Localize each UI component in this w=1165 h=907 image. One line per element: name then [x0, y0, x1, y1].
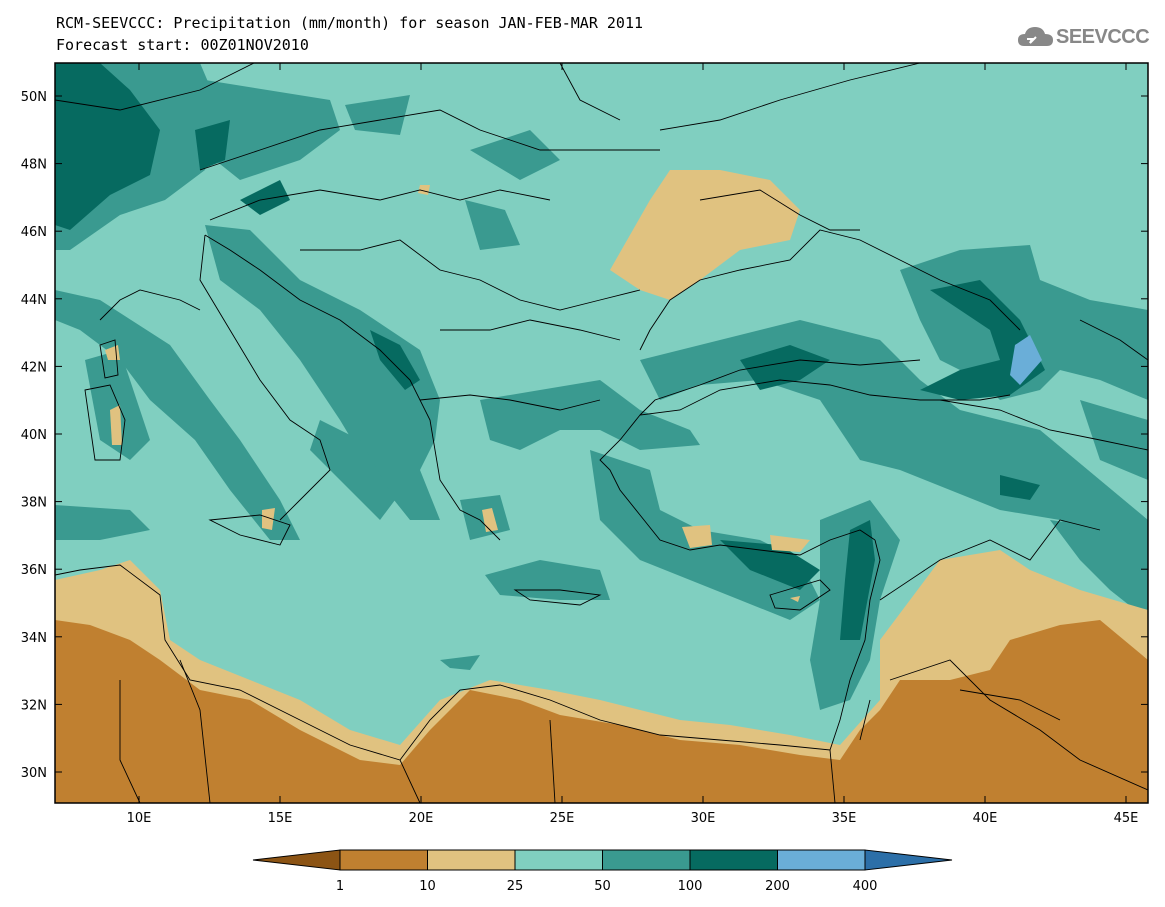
lon-tick-label: 45E [1114, 811, 1139, 826]
lon-tick-label: 35E [832, 811, 857, 826]
colorbar: 1 10 25 50 100 200 400 [252, 849, 953, 894]
colorbar-segment [689, 849, 778, 871]
lat-tick-label: 44N [21, 293, 47, 308]
colorbar-label: 10 [419, 879, 436, 894]
lon-tick-label: 20E [409, 811, 434, 826]
lat-tick-label: 42N [21, 360, 47, 375]
lat-tick-label: 32N [21, 698, 47, 713]
lat-tick-label: 40N [21, 428, 47, 443]
coastlines-borders [55, 63, 1148, 803]
colorbar-lower-extension [252, 849, 341, 871]
colorbar-label: 50 [594, 879, 611, 894]
cloud-icon [1018, 27, 1053, 46]
lat-tick-label: 38N [21, 496, 47, 511]
map-title: RCM-SEEVCCC: Precipitation (mm/month) fo… [56, 14, 643, 32]
lat-tick-label: 46N [21, 225, 47, 240]
colorbar-label: 200 [765, 879, 790, 894]
lon-tick-label: 15E [268, 811, 293, 826]
lat-tick-label: 36N [21, 563, 47, 578]
lon-tick-label: 25E [550, 811, 575, 826]
colorbar-segment [602, 849, 691, 871]
logo-text: SEEVCCC [1056, 25, 1150, 48]
lat-tick-label: 34N [21, 631, 47, 646]
precip-1-10 [55, 620, 1148, 803]
latitude-axis: 50N 48N 46N 44N 42N 40N 38N 36N 34N 32N 30N [21, 90, 1148, 781]
lat-tick-label: 50N [21, 90, 47, 105]
colorbar-label: 1 [336, 879, 344, 894]
colorbar-label: 400 [853, 879, 878, 894]
lat-tick-label: 30N [21, 766, 47, 781]
lon-tick-label: 30E [691, 811, 716, 826]
colorbar-segment [777, 849, 866, 871]
colorbar-label: 100 [678, 879, 703, 894]
longitude-axis: 10E 15E 20E 25E 30E 35E 40E 45E [127, 63, 1139, 826]
lon-tick-label: 40E [973, 811, 998, 826]
lat-tick-label: 48N [21, 158, 47, 173]
precip-field [55, 63, 1148, 803]
precip-200-400 [1010, 335, 1042, 385]
forecast-start-subtitle: Forecast start: 00Z01NOV2010 [56, 36, 309, 54]
colorbar-label: 25 [507, 879, 524, 894]
colorbar-segment [427, 849, 516, 871]
colorbar-upper-extension [864, 849, 953, 871]
colorbar-segment [514, 849, 603, 871]
colorbar-segment [339, 849, 428, 871]
map-frame [54, 62, 1149, 804]
lon-tick-label: 10E [127, 811, 152, 826]
seevccc-logo: SEEVCCC [1018, 24, 1150, 50]
